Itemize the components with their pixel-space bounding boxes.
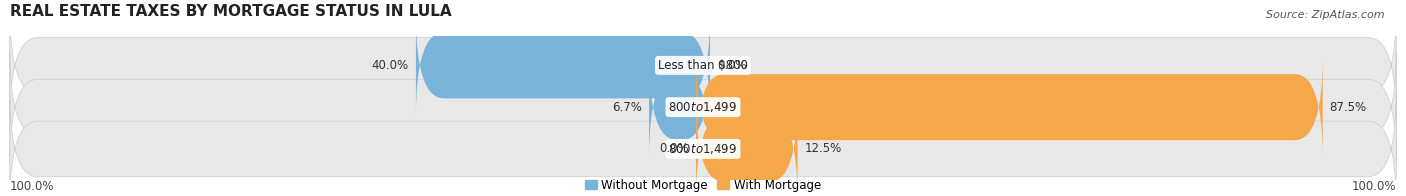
FancyBboxPatch shape bbox=[416, 15, 710, 116]
Text: 87.5%: 87.5% bbox=[1330, 101, 1367, 114]
Text: Less than $800: Less than $800 bbox=[658, 59, 748, 72]
Legend: Without Mortgage, With Mortgage: Without Mortgage, With Mortgage bbox=[585, 179, 821, 192]
FancyBboxPatch shape bbox=[696, 98, 797, 196]
FancyBboxPatch shape bbox=[10, 52, 1396, 163]
Text: 40.0%: 40.0% bbox=[371, 59, 409, 72]
Text: REAL ESTATE TAXES BY MORTGAGE STATUS IN LULA: REAL ESTATE TAXES BY MORTGAGE STATUS IN … bbox=[10, 4, 451, 19]
Text: 0.0%: 0.0% bbox=[717, 59, 747, 72]
Text: $800 to $1,499: $800 to $1,499 bbox=[668, 100, 738, 114]
FancyBboxPatch shape bbox=[696, 57, 1323, 158]
FancyBboxPatch shape bbox=[10, 10, 1396, 121]
Text: $800 to $1,499: $800 to $1,499 bbox=[668, 142, 738, 156]
Text: 100.0%: 100.0% bbox=[1351, 180, 1396, 193]
FancyBboxPatch shape bbox=[650, 57, 710, 158]
Text: 12.5%: 12.5% bbox=[804, 142, 842, 155]
Text: 6.7%: 6.7% bbox=[612, 101, 643, 114]
Text: 0.0%: 0.0% bbox=[659, 142, 689, 155]
Text: 100.0%: 100.0% bbox=[10, 180, 55, 193]
Text: Source: ZipAtlas.com: Source: ZipAtlas.com bbox=[1267, 10, 1385, 20]
FancyBboxPatch shape bbox=[10, 93, 1396, 196]
